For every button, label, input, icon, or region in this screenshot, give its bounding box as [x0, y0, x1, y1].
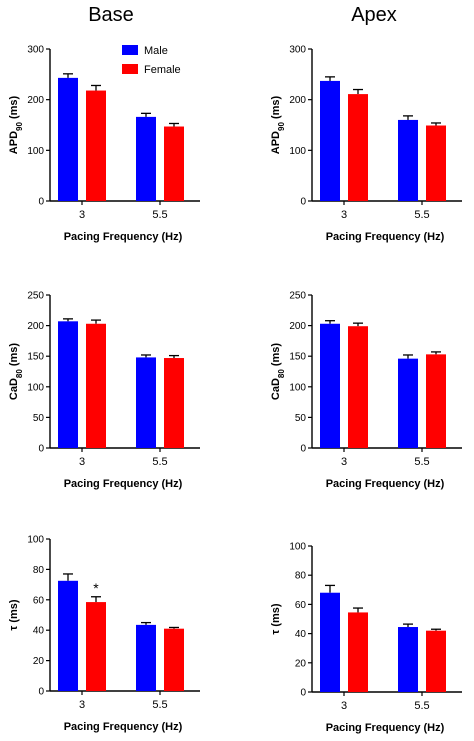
legend-swatch-male [122, 45, 138, 55]
panel-apex-apd: 0 100 200 300 3 5.5 Pacing Frequency (Hz) APD90… [270, 45, 462, 243]
bar-male [398, 119, 418, 201]
y-tick-label: 100 [289, 382, 306, 393]
y-tick-label: 100 [289, 542, 306, 553]
panel-apex-tau: 0 20 40 60 80 100 3 5.5 Pacing Frequency (Hz) τ (… [270, 542, 462, 734]
y-tick-label: 100 [27, 382, 44, 393]
x-tick-label: 3 [341, 456, 347, 468]
bar-female [164, 358, 184, 448]
x-tick-label: 5.5 [414, 209, 429, 221]
y-tick-label: 20 [33, 656, 45, 667]
x-axis-label: Pacing Frequency (Hz) [64, 721, 183, 733]
bar-female [164, 126, 184, 201]
x-tick-label: 3 [79, 209, 85, 221]
panel-base-cad: 0 50 100 150 200 250 3 5.5 Pacing Frequency (Hz)… [8, 291, 200, 490]
x-axis-label: Pacing Frequency (Hz) [64, 478, 183, 490]
x-tick-label: 5.5 [152, 699, 167, 711]
y-axis-label: CaD80 (ms) [270, 343, 286, 401]
y-tick-label: 200 [289, 95, 306, 106]
bar-female [86, 90, 106, 201]
bar-male [58, 321, 78, 448]
legend-swatch-female [122, 64, 138, 74]
x-axis-label: Pacing Frequency (Hz) [64, 231, 183, 243]
panel-base-apd: 0 100 200 300 3 5.5 Pacing Frequency (Hz) APD90… [8, 45, 200, 243]
bar-male [320, 323, 340, 448]
y-axis-label: τ (ms) [8, 599, 20, 631]
y-tick-label: 100 [27, 535, 44, 546]
bar-male [136, 357, 156, 448]
bar-female [426, 630, 446, 692]
panel-base-tau: 0 20 40 60 80 100 3 5.5 Pacing Frequency (Hz) τ (… [8, 535, 200, 733]
bar-female [86, 323, 106, 448]
bar-female [86, 602, 106, 691]
bar-male [58, 77, 78, 201]
y-tick-label: 0 [300, 197, 306, 208]
column-title-base: Base [88, 4, 134, 26]
bar-male [320, 592, 340, 692]
bar-male [398, 358, 418, 448]
y-tick-label: 40 [33, 626, 45, 637]
bar-female [348, 94, 368, 201]
y-tick-label: 300 [27, 45, 44, 56]
y-tick-label: 50 [33, 413, 45, 424]
y-tick-label: 0 [300, 688, 306, 699]
y-axis-label: APD90 (ms) [8, 95, 24, 154]
y-tick-label: 100 [27, 146, 44, 157]
x-tick-label: 3 [341, 700, 347, 712]
y-tick-label: 300 [289, 45, 306, 56]
x-tick-label: 5.5 [414, 700, 429, 712]
x-tick-label: 5.5 [414, 456, 429, 468]
legend: Male Female [122, 45, 181, 76]
bar-female [426, 125, 446, 201]
y-tick-label: 200 [27, 95, 44, 106]
bar-female [426, 354, 446, 448]
bar-female [348, 326, 368, 448]
x-tick-label: 5.5 [152, 456, 167, 468]
legend-label-female: Female [144, 64, 181, 76]
column-title-apex: Apex [351, 4, 397, 26]
y-tick-label: 200 [289, 321, 306, 332]
x-axis-label: Pacing Frequency (Hz) [326, 231, 445, 243]
x-axis-label: Pacing Frequency (Hz) [326, 478, 445, 490]
y-tick-label: 0 [300, 444, 306, 455]
significance-star: * [93, 580, 99, 596]
bar-male [320, 80, 340, 201]
x-tick-label: 3 [79, 699, 85, 711]
x-tick-label: 5.5 [152, 209, 167, 221]
y-tick-label: 60 [33, 595, 45, 606]
y-tick-label: 0 [38, 197, 44, 208]
y-tick-label: 200 [27, 321, 44, 332]
y-tick-label: 0 [38, 687, 44, 698]
y-tick-label: 40 [295, 629, 307, 640]
bar-male [58, 580, 78, 691]
y-tick-label: 150 [289, 352, 306, 363]
x-tick-label: 3 [79, 456, 85, 468]
y-axis-label: τ (ms) [270, 603, 282, 635]
bar-female [348, 612, 368, 692]
y-tick-label: 80 [295, 571, 307, 582]
y-tick-label: 80 [33, 565, 45, 576]
y-tick-label: 150 [27, 352, 44, 363]
y-axis-label: APD90 (ms) [270, 95, 286, 154]
y-tick-label: 60 [295, 600, 307, 611]
y-tick-label: 250 [289, 291, 306, 302]
y-tick-label: 20 [295, 658, 307, 669]
y-tick-label: 0 [38, 444, 44, 455]
bar-male [398, 627, 418, 692]
bar-female [164, 628, 184, 691]
x-tick-label: 3 [341, 209, 347, 221]
panel-apex-cad: 0 50 100 150 200 250 3 5.5 Pacing Frequency (Hz)… [270, 291, 462, 490]
x-axis-label: Pacing Frequency (Hz) [326, 722, 445, 734]
y-tick-label: 100 [289, 146, 306, 157]
legend-label-male: Male [144, 45, 168, 57]
y-tick-label: 50 [295, 413, 307, 424]
y-axis-label: CaD80 (ms) [8, 343, 24, 401]
bar-male [136, 624, 156, 691]
y-tick-label: 250 [27, 291, 44, 302]
bar-male [136, 116, 156, 201]
